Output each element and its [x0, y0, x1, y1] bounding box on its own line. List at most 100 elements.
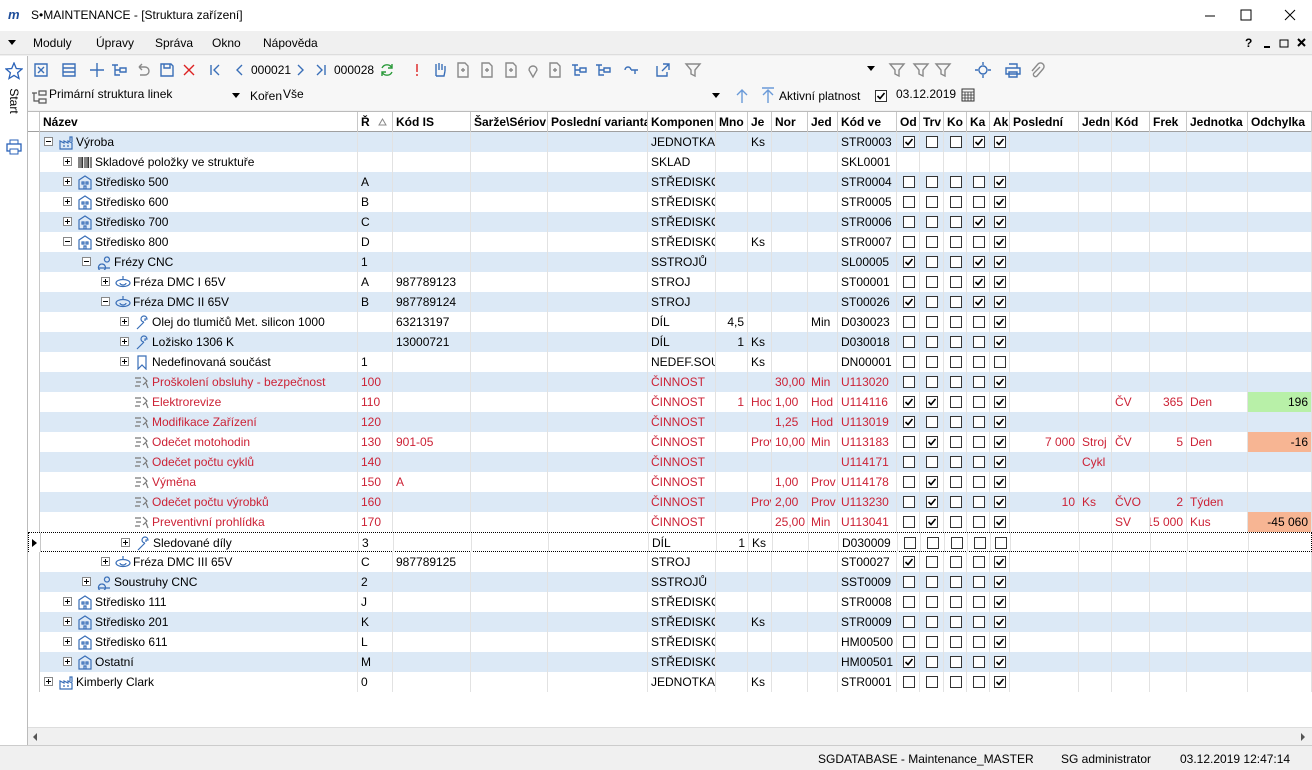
toolbar-button[interactable] [230, 61, 248, 79]
grid-checkbox[interactable] [973, 396, 986, 409]
grid-checkbox[interactable] [974, 537, 987, 550]
grid-row[interactable]: Kimberly Clark 0 JEDNOTKA Ks STR0001 [28, 672, 1312, 692]
grid-checkbox[interactable] [973, 616, 986, 629]
toolbar-button[interactable] [454, 61, 472, 79]
column-header[interactable]: Poslední varianta [548, 112, 648, 132]
grid-checkbox[interactable] [950, 676, 963, 689]
grid-checkbox[interactable] [903, 336, 916, 349]
grid-row[interactable]: Ostatní M STŘEDISKO HM00501 [28, 652, 1312, 672]
grid-checkbox[interactable] [926, 456, 939, 469]
grid-row[interactable]: Středisko 111 J STŘEDISKO STR0008 [28, 592, 1312, 612]
grid-checkbox[interactable] [903, 296, 916, 309]
column-header[interactable]: Od [897, 112, 920, 132]
grid-checkbox[interactable] [950, 356, 963, 369]
grid-checkbox[interactable] [903, 496, 916, 509]
menu-item[interactable]: Správa [155, 36, 194, 50]
grid-checkbox[interactable] [950, 296, 963, 309]
menu-item[interactable]: Okno [212, 36, 241, 50]
toolbar-button[interactable] [312, 61, 330, 79]
column-header[interactable]: Název [40, 112, 358, 132]
menu-item[interactable]: Nápověda [263, 36, 318, 50]
window-controls[interactable] [1190, 0, 1312, 31]
grid-checkbox[interactable] [926, 576, 939, 589]
toolbar-button[interactable] [570, 61, 588, 79]
grid-checkbox[interactable] [926, 176, 939, 189]
grid-checkbox[interactable] [926, 496, 939, 509]
toolbar-button[interactable] [934, 61, 952, 79]
grid-checkbox[interactable] [973, 336, 986, 349]
tree-expander[interactable] [82, 577, 92, 587]
tree-expander[interactable] [63, 157, 73, 167]
grid-checkbox[interactable] [994, 336, 1007, 349]
toolbar-button[interactable] [430, 61, 448, 79]
grid-checkbox[interactable] [973, 196, 986, 209]
grid-checkbox[interactable] [903, 356, 916, 369]
grid-checkbox[interactable] [994, 316, 1007, 329]
tree-expander[interactable] [63, 657, 73, 667]
grid-checkbox[interactable] [903, 676, 916, 689]
scroll-right[interactable] [1298, 732, 1308, 742]
grid-checkbox[interactable] [926, 596, 939, 609]
column-header[interactable]: Jednotka [1187, 112, 1248, 132]
column-header[interactable]: Ak [990, 112, 1010, 132]
grid-row[interactable]: Skladové položky ve struktuře SKLAD SKL000… [28, 152, 1312, 172]
toolbar-button[interactable] [684, 61, 702, 79]
scroll-left[interactable] [30, 732, 40, 742]
grid-checkbox[interactable] [926, 196, 939, 209]
grid-checkbox[interactable] [927, 537, 940, 550]
tree-expander[interactable] [63, 237, 73, 247]
tree-expander[interactable] [121, 538, 131, 548]
grid-checkbox[interactable] [950, 616, 963, 629]
column-header[interactable]: Frek [1150, 112, 1187, 132]
grid-checkbox[interactable] [926, 316, 939, 329]
grid-checkbox[interactable] [926, 216, 939, 229]
grid-checkbox[interactable] [994, 376, 1007, 389]
grid-checkbox[interactable] [994, 276, 1007, 289]
grid-checkbox[interactable] [973, 236, 986, 249]
horizontal-scrollbar[interactable] [28, 727, 1312, 744]
grid-row[interactable]: Preventivní prohlídka 170 ČINNOST 25,00 Min U… [28, 512, 1312, 532]
grid-checkbox[interactable] [973, 676, 986, 689]
column-header[interactable]: Je [748, 112, 772, 132]
grid-checkbox[interactable] [903, 176, 916, 189]
column-header[interactable]: Mno [716, 112, 748, 132]
navigate-up[interactable] [734, 87, 750, 105]
column-header[interactable]: Šarže\Sériov [471, 112, 548, 132]
grid-checkbox[interactable] [994, 516, 1007, 529]
column-header[interactable]: Poslední [1010, 112, 1079, 132]
grid-checkbox[interactable] [994, 556, 1007, 569]
column-header[interactable]: Kód [1112, 112, 1150, 132]
tree-expander[interactable] [63, 637, 73, 647]
grid-row[interactable]: Nedefinovaná součást 1 NEDEF.SOU Ks DN00001 [28, 352, 1312, 372]
grid-checkbox[interactable] [950, 576, 963, 589]
grid-checkbox[interactable] [903, 376, 916, 389]
grid-checkbox[interactable] [994, 256, 1007, 269]
grid-checkbox[interactable] [926, 616, 939, 629]
grid-checkbox[interactable] [903, 216, 916, 229]
tree-expander[interactable] [120, 317, 130, 327]
grid-checkbox[interactable] [950, 336, 963, 349]
column-header[interactable]: Ko [944, 112, 967, 132]
grid-checkbox[interactable] [950, 516, 963, 529]
grid-checkbox[interactable] [973, 516, 986, 529]
tree-expander[interactable] [101, 557, 111, 567]
menu-dropdown[interactable] [8, 39, 18, 47]
grid-checkbox[interactable] [973, 576, 986, 589]
mdi-controls[interactable] [1258, 35, 1312, 51]
toolbar-button[interactable] [546, 61, 564, 79]
grid-checkbox[interactable] [950, 656, 963, 669]
tree-expander[interactable] [63, 617, 73, 627]
maximize[interactable] [1240, 9, 1252, 21]
grid-checkbox[interactable] [926, 516, 939, 529]
grid-checkbox[interactable] [994, 296, 1007, 309]
mdi-restore[interactable] [1279, 39, 1289, 48]
grid-checkbox[interactable] [973, 296, 986, 309]
print-icon[interactable] [5, 138, 23, 156]
grid-checkbox[interactable] [926, 276, 939, 289]
tree-expander[interactable] [63, 197, 73, 207]
grid-checkbox[interactable] [903, 576, 916, 589]
grid-checkbox[interactable] [994, 476, 1007, 489]
grid-row[interactable]: Odečet motohodin 130 901-05 ČINNOST Prov 10,0… [28, 432, 1312, 452]
grid-checkbox[interactable] [950, 556, 963, 569]
grid-checkbox[interactable] [973, 556, 986, 569]
